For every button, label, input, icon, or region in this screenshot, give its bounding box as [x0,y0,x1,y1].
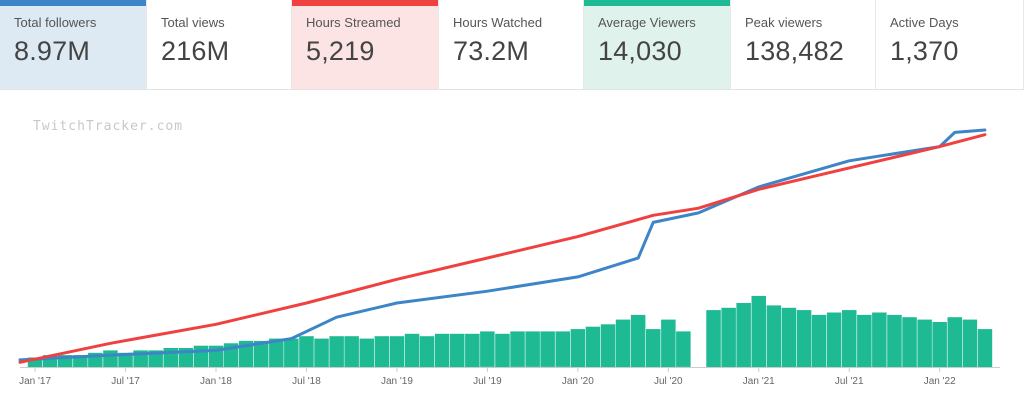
viewers-bar [872,312,887,367]
stat-accent-bar [584,0,730,6]
stat-label: Total followers [14,15,97,30]
stat-value: 216M [161,36,230,66]
viewers-bar [796,310,812,367]
viewers-bar [525,331,540,367]
viewers-bar [751,295,766,367]
x-tick-label: Jul '17 [111,376,140,387]
x-tick-label: Jul '21 [835,376,864,387]
stat-label: Total views [161,15,225,30]
viewers-bar [706,310,721,367]
viewers-bar [736,303,751,367]
viewers-bar [570,329,586,367]
stat-card-active-days: Active Days 1,370 [876,0,1024,89]
stat-label: Hours Streamed [306,15,401,30]
viewers-bar [269,338,284,367]
viewers-bar [600,324,616,367]
viewers-bar [857,314,872,367]
viewers-bar [344,336,359,367]
stat-accent-bar [0,0,146,6]
viewers-bar [646,329,661,367]
viewers-bar [977,329,993,367]
viewers-bar [419,336,435,367]
viewers-bar [389,336,405,367]
viewers-bar [887,314,902,367]
stat-value: 138,482 [745,36,844,66]
viewers-bar [826,312,842,367]
viewers-bar [103,350,118,367]
viewers-bar [615,319,631,367]
viewers-bar [585,326,601,367]
viewers-bar [842,310,857,367]
stat-label: Peak viewers [745,15,823,30]
viewers-bar [58,355,73,367]
stat-card-average-viewers: Average Viewers 14,030 [584,0,731,89]
stat-label: Hours Watched [453,15,543,30]
viewers-bar [374,336,390,367]
stat-card-peak-viewers: Peak viewers 138,482 [731,0,876,89]
x-tick-label: Jan '19 [381,376,413,387]
chart-area: Jan '17 Jul '17 Jan '18 Jul '18 Jan '19 Jul '… [0,90,1024,405]
stat-value: 8.97M [14,36,91,66]
stat-card-total-followers: Total followers 8.97M [0,0,147,89]
viewers-bar [284,338,299,367]
viewers-bar [450,333,465,367]
viewers-bar [947,317,962,367]
viewers-bar [540,331,555,367]
x-tick-label: Jul '19 [473,376,502,387]
stat-label: Average Viewers [598,15,696,30]
viewers-bar [329,336,344,367]
stat-label: Active Days [890,15,959,30]
watermark: TwitchTracker.com [33,119,184,134]
stat-card-hours-watched: Hours Watched 73.2M [439,0,584,89]
viewers-bar [495,333,510,367]
stat-accent-bar [292,0,438,6]
viewers-bar [434,333,450,367]
stat-value: 73.2M [453,36,530,66]
viewers-bar [630,314,646,367]
x-tick-label: Jan '20 [562,376,594,387]
viewers-bar [902,317,917,367]
viewers-bar [555,331,570,367]
viewers-bar [510,331,525,367]
viewers-bar [811,314,827,367]
viewers-bar [42,355,58,367]
x-tick-label: Jul '18 [292,376,321,387]
hours-line [18,133,987,364]
viewers-bar [118,352,133,367]
viewers-bar [962,319,978,367]
x-tick-label: Jan '18 [200,376,232,387]
x-tick-label: Jan '17 [19,376,51,387]
viewers-bar [766,305,782,367]
viewers-bar [676,331,691,367]
x-tick-label: Jan '22 [924,376,956,387]
viewers-bar [73,355,88,367]
viewers-bar [661,319,676,367]
x-tick-label: Jan '21 [743,376,775,387]
viewers-bar [359,338,374,367]
viewers-bar [465,333,480,367]
stat-value: 5,219 [306,36,375,66]
viewers-bar [254,340,269,367]
viewers-bar [917,319,932,367]
followers-chart: Jan '17 Jul '17 Jan '18 Jul '18 Jan '19 Jul '… [18,128,1000,387]
stat-value: 14,030 [598,36,682,66]
viewers-bar [193,345,209,367]
viewers-bar [404,333,420,367]
x-tick-label: Jul '20 [654,376,683,387]
stat-value: 1,370 [890,36,959,66]
viewers-bar [721,307,736,368]
viewers-bar [781,307,797,368]
viewers-bar [932,322,947,367]
viewers-bar [480,331,495,367]
viewers-bar [299,336,314,367]
stat-card-total-views: Total views 216M [147,0,292,89]
viewers-bar [27,357,43,367]
followers-line [18,128,987,362]
stat-card-hours-streamed: Hours Streamed 5,219 [292,0,439,89]
viewers-bar [314,338,329,367]
stats-bar: Total followers 8.97M Total views 216M Hours… [0,0,1024,90]
